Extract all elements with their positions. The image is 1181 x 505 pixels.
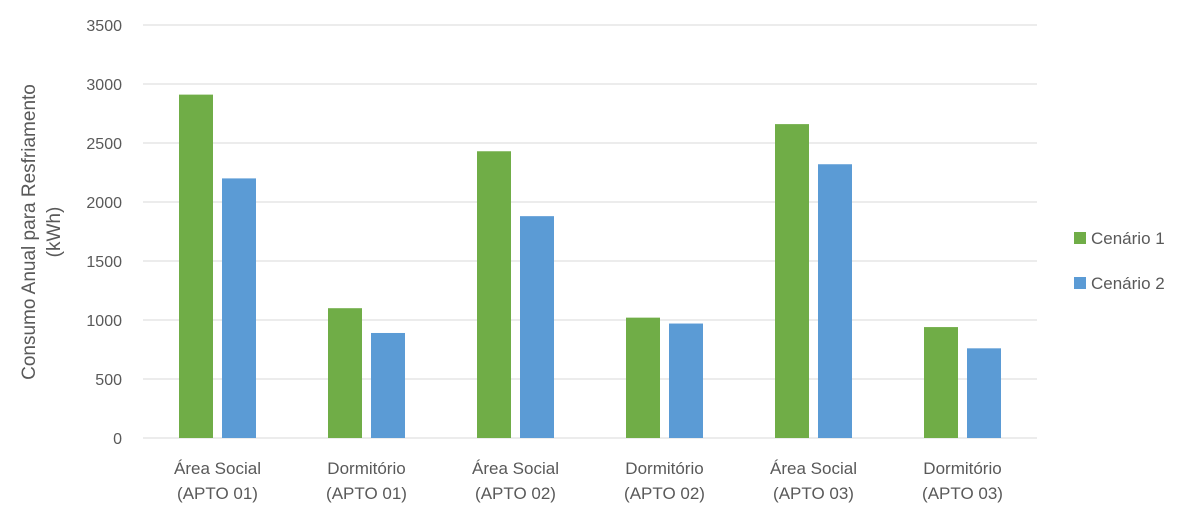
x-category-label: Área Social [472, 459, 559, 478]
y-tick-label: 500 [95, 372, 122, 389]
x-category-label: Área Social [770, 459, 857, 478]
x-category-label: (APTO 03) [922, 484, 1003, 503]
legend-swatch [1074, 232, 1086, 244]
y-axis-label: Consumo Anual para Resfriamento (kWh) [19, 84, 65, 380]
gridlines [143, 24, 1037, 439]
legend-label: Cenário 2 [1091, 274, 1165, 293]
y-tick-label: 1500 [86, 254, 122, 271]
bar-2-5 [818, 164, 852, 439]
x-category-label: Área Social [174, 459, 261, 478]
x-category-label: Dormitório [327, 459, 405, 478]
bar-1-5 [775, 124, 809, 439]
y-axis-label-line: Consumo Anual para Resfriamento [19, 84, 40, 380]
x-category-label: (APTO 02) [624, 484, 705, 503]
x-category-label: (APTO 02) [475, 484, 556, 503]
x-category-label: Dormitório [625, 459, 703, 478]
bar-2-4 [669, 323, 703, 438]
bar-1-6 [924, 327, 958, 438]
bar-2-1 [222, 178, 256, 438]
x-category-label: (APTO 01) [177, 484, 258, 503]
bar-2-3 [520, 216, 554, 438]
y-tick-label: 1000 [86, 313, 122, 330]
y-tick-label: 2000 [86, 195, 122, 212]
y-tick-label: 2500 [86, 136, 122, 153]
x-axis-category-labels: Área Social (APTO 01) Dormitório (APTO 01) Á… [174, 459, 1003, 503]
y-tick-label: 3000 [86, 77, 122, 94]
bar-1-4 [626, 317, 660, 438]
legend-swatch [1074, 277, 1086, 289]
y-axis-label-line: (kWh) [44, 207, 65, 258]
y-axis-tick-labels: 0 500 1000 1500 2000 2500 3000 3500 [86, 18, 122, 448]
x-category-label: Dormitório [923, 459, 1001, 478]
bar-2-6 [967, 348, 1001, 438]
x-category-label: (APTO 03) [773, 484, 854, 503]
bar-1-1 [179, 94, 213, 439]
bar-1-3 [477, 151, 511, 438]
bars [179, 94, 1001, 439]
bar-1-2 [328, 308, 362, 438]
legend-label: Cenário 1 [1091, 229, 1165, 248]
y-tick-label: 3500 [86, 18, 122, 35]
legend: Cenário 1 Cenário 2 [1074, 229, 1165, 293]
bar-2-2 [371, 332, 405, 438]
y-tick-label: 0 [113, 431, 122, 448]
x-category-label: (APTO 01) [326, 484, 407, 503]
